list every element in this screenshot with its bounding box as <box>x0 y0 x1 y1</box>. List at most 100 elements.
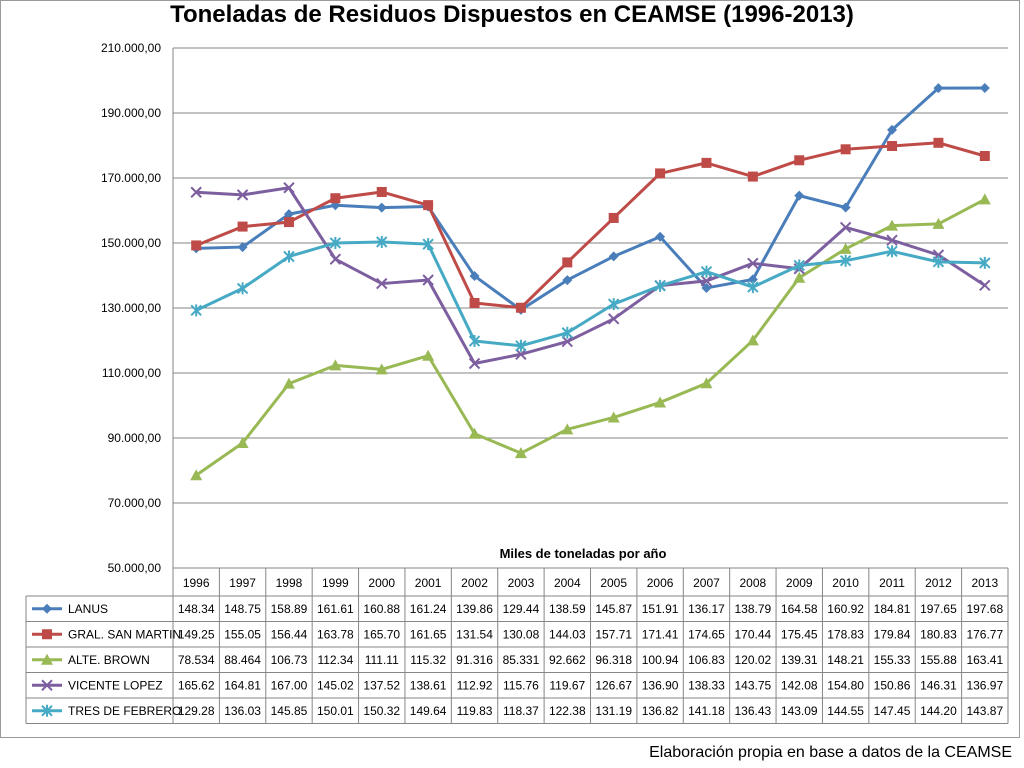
data-point <box>794 155 805 166</box>
data-point <box>654 396 667 408</box>
data-point <box>190 304 202 317</box>
data-label: 119.83 <box>457 704 493 718</box>
data-point <box>700 377 713 389</box>
data-label: 184.81 <box>874 602 911 616</box>
data-label: 156.44 <box>271 627 308 641</box>
x-tick-label: 2011 <box>879 576 905 590</box>
data-label: 142.08 <box>781 678 818 692</box>
data-label: 118.37 <box>503 704 539 718</box>
data-label: 163.78 <box>317 627 354 641</box>
data-label: 96.318 <box>595 653 632 667</box>
data-label: 155.88 <box>920 653 957 667</box>
x-tick-label: 2002 <box>461 576 488 590</box>
data-point <box>607 313 620 325</box>
legend-label: GRAL. SAN MARTIN <box>68 627 181 641</box>
data-point <box>932 255 945 268</box>
y-tick-label: 170.000,00 <box>101 171 161 185</box>
x-tick-label: 2006 <box>647 576 674 590</box>
x-tick-label: 2007 <box>693 576 720 590</box>
data-point <box>701 282 712 293</box>
data-point <box>468 357 481 370</box>
data-point <box>422 238 434 251</box>
data-point <box>746 334 759 346</box>
data-label: 144.20 <box>920 704 957 718</box>
data-label: 129.28 <box>178 704 215 718</box>
data-point <box>283 209 294 220</box>
data-point <box>793 271 806 283</box>
x-tick-label: 2003 <box>508 576 535 590</box>
data-point <box>422 349 435 361</box>
data-label: 130.08 <box>503 627 540 641</box>
data-point <box>330 193 341 204</box>
data-point <box>329 359 342 371</box>
x-tick-label: 1999 <box>322 576 349 590</box>
data-point <box>561 335 574 348</box>
data-point <box>607 298 620 311</box>
data-point <box>747 281 759 294</box>
data-point <box>191 240 202 251</box>
chart-frame <box>0 0 1020 738</box>
data-label: 197.65 <box>920 602 957 616</box>
data-label: 149.25 <box>178 627 215 641</box>
data-point <box>979 256 991 269</box>
x-tick-label: 1998 <box>276 576 303 590</box>
data-label: 175.45 <box>781 627 818 641</box>
data-label: 131.54 <box>456 627 493 641</box>
data-point <box>376 186 387 197</box>
data-point <box>979 150 990 161</box>
data-point <box>793 259 805 272</box>
data-label: 160.88 <box>363 602 400 616</box>
data-label: 145.02 <box>317 678 354 692</box>
data-point <box>236 189 249 201</box>
data-label: 131.19 <box>595 704 632 718</box>
data-point <box>932 217 945 229</box>
data-point <box>794 190 805 201</box>
data-label: 157.71 <box>595 627 632 641</box>
data-point <box>608 212 619 223</box>
data-label: 100.94 <box>642 653 679 667</box>
data-point <box>329 236 342 249</box>
data-point <box>236 282 249 295</box>
x-tick-label: 2004 <box>554 576 581 590</box>
data-label: 143.09 <box>781 704 818 718</box>
data-label: 146.31 <box>920 678 957 692</box>
data-label: 91.316 <box>456 653 493 667</box>
x-tick-label: 1997 <box>229 576 256 590</box>
data-point <box>423 200 434 211</box>
data-point <box>468 427 481 439</box>
data-label: 160.92 <box>827 602 864 616</box>
y-tick-label: 150.000,00 <box>101 236 161 250</box>
data-label: 144.03 <box>549 627 586 641</box>
legend-label: ALTE. BROWN <box>68 653 150 667</box>
source-note: Elaboración propia en base a datos de la… <box>649 744 1012 761</box>
data-point <box>655 168 666 179</box>
data-point <box>469 297 480 308</box>
data-label: 174.65 <box>688 627 725 641</box>
legend-key-marker <box>41 704 53 717</box>
data-label: 112.92 <box>457 678 493 692</box>
data-label: 145.87 <box>595 602 632 616</box>
data-point <box>283 250 295 263</box>
data-point <box>608 251 619 262</box>
legend-label: TRES DE FEBRERO <box>68 704 181 718</box>
y-tick-label: 110.000,00 <box>102 366 161 380</box>
data-point <box>190 469 203 481</box>
data-point <box>887 124 898 135</box>
data-point <box>375 363 388 375</box>
data-label: 180.83 <box>920 627 957 641</box>
legend-key-marker <box>42 603 52 614</box>
data-point <box>747 171 758 182</box>
data-label: 115.32 <box>410 653 446 667</box>
data-point <box>237 242 248 253</box>
data-label: 138.61 <box>410 678 447 692</box>
data-point <box>236 436 249 448</box>
data-point <box>283 182 295 194</box>
data-label: 129.44 <box>503 602 540 616</box>
data-label: 136.97 <box>966 678 1003 692</box>
data-label: 161.65 <box>410 627 447 641</box>
x-tick-label: 2009 <box>786 576 813 590</box>
data-label: 143.87 <box>966 704 1003 718</box>
data-point <box>839 254 852 267</box>
data-point <box>700 265 713 278</box>
legend-key-marker <box>42 629 52 640</box>
